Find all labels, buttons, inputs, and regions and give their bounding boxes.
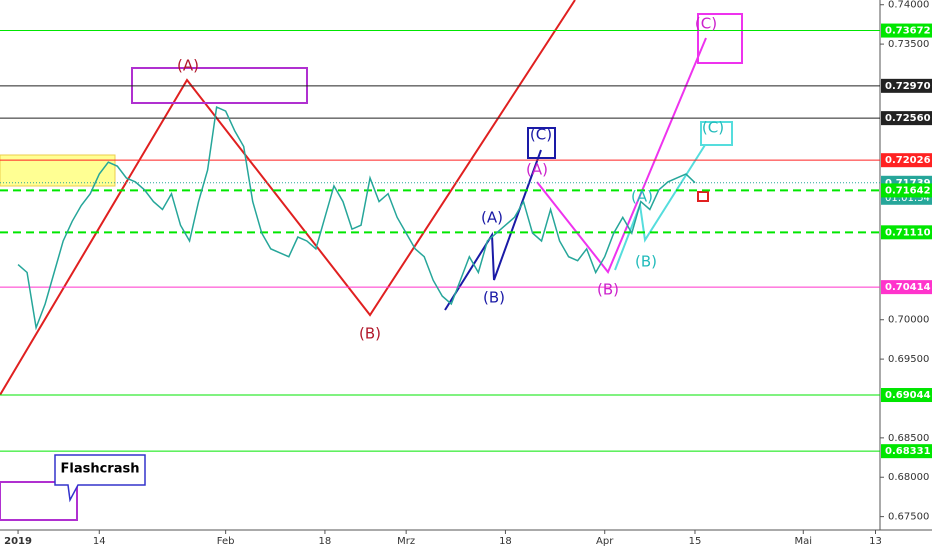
level-tag [881, 280, 932, 295]
level-label: 0.68331 [885, 446, 931, 457]
level-tag [881, 388, 932, 403]
box [700, 121, 733, 146]
level-tag [881, 23, 932, 38]
x-tick-label: 15 [689, 536, 702, 547]
wave-drawings [0, 0, 743, 521]
x-tick-label: 14 [93, 536, 106, 547]
wave-label: (A) [481, 209, 503, 227]
box [697, 13, 743, 64]
x-tick-label: 2019 [4, 536, 32, 547]
level-tag [881, 111, 932, 126]
level-label: 0.71642 [885, 185, 931, 196]
level-tag [881, 444, 932, 459]
y-tick-label: 0.70000 [888, 315, 929, 326]
x-tick-label: 13 [869, 536, 882, 547]
level-label: 0.72970 [885, 81, 931, 92]
wave-label: (B) [359, 325, 381, 343]
y-tick-label: 0.68000 [888, 472, 929, 483]
y-tick-label: 0.67500 [888, 512, 929, 523]
level-label: 0.71739 [885, 178, 931, 189]
wave-label: (B) [635, 253, 657, 271]
wave-label: (C) [702, 119, 724, 137]
x-tick-label: 18 [319, 536, 332, 547]
box [527, 127, 556, 159]
y-tick-label: 0.74000 [888, 0, 929, 11]
y-tick-label: 0.73500 [888, 39, 929, 50]
y-tick-label: 0.68500 [888, 433, 929, 444]
wave-blue [444, 149, 542, 311]
wave-red [0, 0, 576, 396]
x-tick-label: Mrz [397, 536, 415, 547]
level-tag [881, 153, 932, 168]
y-tick-label: 0.69500 [888, 354, 929, 365]
wave-label: (C) [695, 15, 717, 33]
x-tick-label: Apr [596, 536, 614, 547]
wave-cyan [614, 144, 706, 271]
box [697, 191, 709, 202]
wave-label: Flashcrash [61, 462, 140, 477]
wave-label: (B) [483, 289, 505, 307]
level-tag [881, 183, 932, 198]
callout [54, 454, 146, 503]
wave-label: (A) [526, 161, 548, 179]
x-tick-label: Mai [795, 536, 813, 547]
countdown: 01:01:54 [885, 193, 930, 204]
x-tick-label: Feb [217, 536, 235, 547]
level-label: 0.73672 [885, 26, 931, 37]
zone [0, 154, 116, 187]
wave-label: (B) [597, 281, 619, 299]
level-label: 0.72560 [885, 113, 931, 124]
wave-label: (A) [177, 57, 199, 75]
level-label: 0.71110 [885, 227, 931, 238]
level-tag [881, 225, 932, 240]
level-tag [881, 78, 932, 93]
x-tick-label: 18 [499, 536, 512, 547]
level-label: 0.72026 [885, 155, 931, 166]
wave-magenta [536, 37, 707, 274]
level-label: 0.69044 [885, 390, 931, 401]
price-line [17, 106, 696, 331]
wave-label: (A) [631, 188, 653, 206]
box [0, 481, 78, 521]
wave-label: (C) [530, 126, 552, 144]
level-label: 0.70414 [885, 282, 931, 293]
